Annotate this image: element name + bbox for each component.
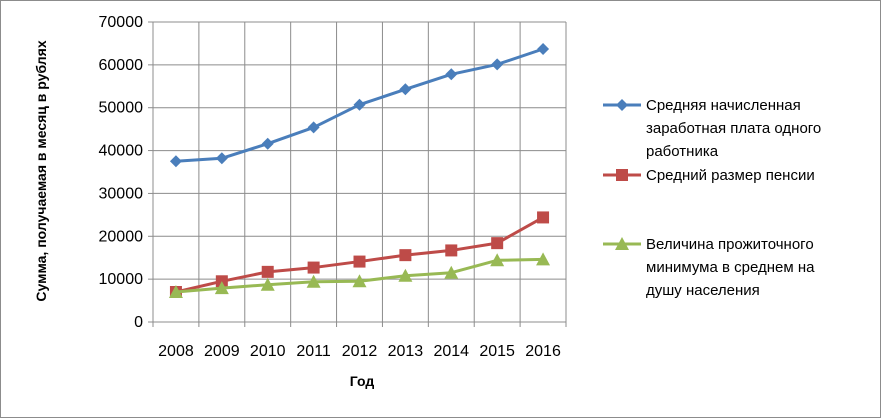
plot-area (153, 22, 566, 322)
x-tick-label: 2011 (296, 343, 331, 360)
y-tick-label: 40000 (99, 143, 144, 160)
legend-label-3: Величина прожиточного (646, 236, 814, 253)
legend-label-1: работника (646, 143, 719, 160)
series-1-point (215, 152, 228, 165)
series-2-point (537, 211, 550, 224)
legend-marker-1 (616, 99, 628, 111)
series-1-point (307, 121, 320, 134)
x-axis-title: Год (350, 373, 375, 389)
series-3-point (260, 277, 275, 291)
series-2-point (307, 261, 320, 274)
series-1-point (261, 137, 274, 150)
legend-label-3: минимума в среднем на (646, 259, 815, 276)
series-3-point (352, 274, 367, 288)
series-1-point (169, 155, 182, 168)
series-2-point (399, 249, 412, 262)
legend-label-1: заработная плата одного (646, 120, 821, 137)
series-1-point (537, 43, 550, 55)
y-tick-label: 30000 (99, 185, 144, 202)
series-1-point (353, 98, 366, 111)
series-3-point (214, 281, 229, 295)
y-axis-title: Сумма, получаемая в месяц в рублях (33, 40, 49, 301)
legend-marker-3 (615, 237, 629, 250)
x-tick-label: 2008 (158, 343, 194, 360)
series-2-point (491, 237, 504, 250)
y-tick-label: 60000 (99, 57, 144, 74)
series-1-point (491, 58, 504, 71)
legend-label-3: душу населения (646, 282, 760, 299)
y-tick-label: 20000 (99, 228, 144, 245)
series-3-point (398, 268, 413, 282)
legend-label-1: Средняя начисленная (646, 97, 801, 114)
series-3-point (536, 252, 551, 266)
series-1-point (399, 83, 412, 96)
y-tick-label: 50000 (99, 100, 144, 117)
series-2-point (445, 244, 458, 257)
series-2-point (261, 265, 274, 278)
x-tick-label: 2009 (204, 343, 240, 360)
x-tick-label: 2013 (388, 343, 424, 360)
series-3-point (444, 265, 459, 279)
x-tick-label: 2010 (250, 343, 286, 360)
y-tick-label: 10000 (99, 271, 144, 288)
y-tick-label: 70000 (99, 14, 144, 31)
x-tick-label: 2014 (433, 343, 469, 360)
series-3-point (490, 253, 505, 267)
series-2-point (353, 255, 366, 268)
series-3-point (168, 285, 183, 298)
legend-label-2: Средний размер пенсии (646, 167, 815, 184)
legend-marker-2 (616, 169, 628, 181)
x-tick-label: 2012 (342, 343, 378, 360)
series-1-point (445, 68, 458, 81)
y-tick-label: 0 (134, 314, 143, 331)
series-3-point (306, 274, 321, 288)
x-tick-label: 2016 (525, 343, 561, 360)
x-tick-label: 2015 (479, 343, 515, 360)
